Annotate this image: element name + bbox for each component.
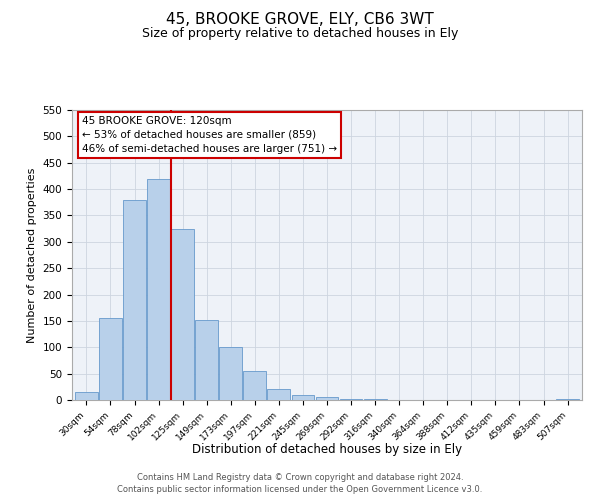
Text: 45 BROOKE GROVE: 120sqm
← 53% of detached houses are smaller (859)
46% of semi-d: 45 BROOKE GROVE: 120sqm ← 53% of detache… (82, 116, 337, 154)
Y-axis label: Number of detached properties: Number of detached properties (27, 168, 37, 342)
Bar (268, 390, 290, 400)
Text: Size of property relative to detached houses in Ely: Size of property relative to detached ho… (142, 28, 458, 40)
Bar (75, 392, 98, 400)
Bar (220, 348, 242, 400)
Text: Contains HM Land Registry data © Crown copyright and database right 2024.: Contains HM Land Registry data © Crown c… (137, 472, 463, 482)
Bar (292, 394, 314, 400)
Bar (244, 371, 266, 400)
Text: Contains public sector information licensed under the Open Government Licence v3: Contains public sector information licen… (118, 485, 482, 494)
Text: Distribution of detached houses by size in Ely: Distribution of detached houses by size … (192, 442, 462, 456)
Text: 45, BROOKE GROVE, ELY, CB6 3WT: 45, BROOKE GROVE, ELY, CB6 3WT (166, 12, 434, 28)
Bar (123, 200, 146, 400)
Bar (316, 398, 338, 400)
Bar (171, 228, 194, 400)
Bar (340, 399, 362, 400)
Bar (556, 399, 579, 400)
Bar (99, 318, 122, 400)
Bar (147, 178, 170, 400)
Bar (195, 320, 218, 400)
